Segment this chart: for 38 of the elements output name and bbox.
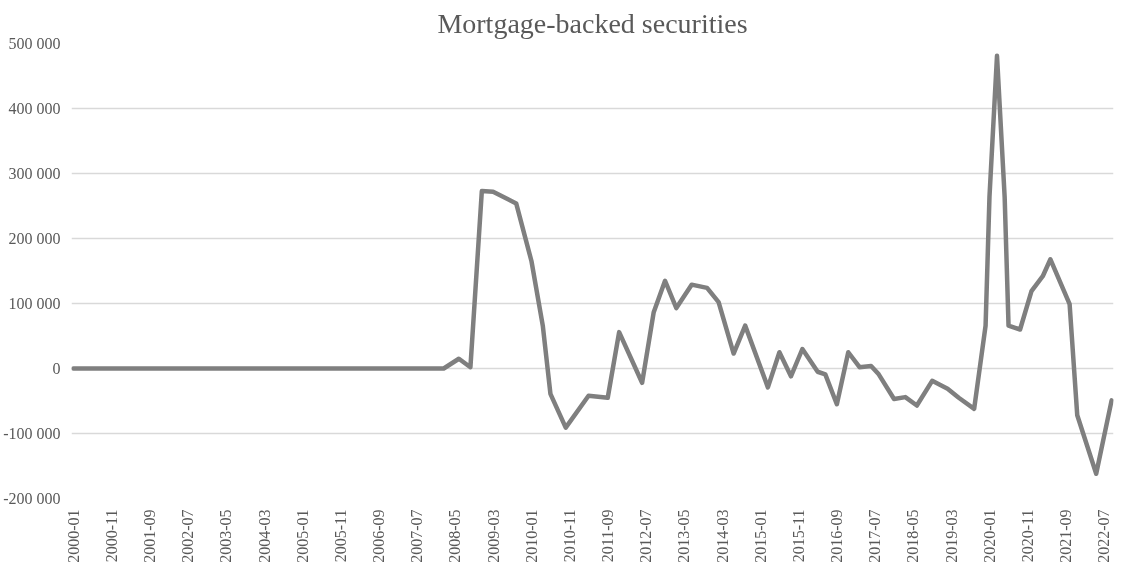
x-tick-label: 2020-01 bbox=[980, 509, 998, 563]
x-tick-label: 2004-03 bbox=[255, 509, 273, 563]
x-tick-label: 2006-09 bbox=[370, 509, 388, 563]
x-tick-label: 2017-07 bbox=[866, 509, 884, 563]
x-tick-label: 2009-03 bbox=[484, 509, 502, 563]
x-tick-label: 2007-07 bbox=[408, 509, 426, 563]
x-tick-label: 2020-11 bbox=[1019, 509, 1037, 563]
x-tick-label: 2011-09 bbox=[599, 509, 617, 563]
y-tick-label: 200 000 bbox=[8, 230, 61, 247]
x-tick-label: 2002-07 bbox=[179, 509, 197, 563]
x-tick-label: 2005-11 bbox=[332, 509, 350, 563]
x-tick-label: 2014-03 bbox=[713, 509, 731, 563]
x-tick-label: 2008-05 bbox=[446, 509, 464, 563]
x-tick-label: 2000-11 bbox=[103, 509, 121, 563]
x-tick-label: 2000-01 bbox=[64, 509, 82, 563]
y-tick-label: 500 000 bbox=[8, 35, 61, 52]
x-tick-label: 2015-11 bbox=[790, 509, 808, 563]
x-tick-label: 2010-11 bbox=[561, 509, 579, 563]
x-tick-label: 2005-01 bbox=[294, 509, 311, 563]
x-tick-label: 2016-09 bbox=[828, 509, 846, 563]
x-tick-label: 2012-07 bbox=[637, 509, 655, 563]
x-tick-label: 2013-05 bbox=[675, 509, 693, 563]
x-tick-label: 2010-01 bbox=[522, 509, 540, 563]
x-tick-label: 2015-01 bbox=[751, 509, 769, 563]
x-tick-label: 2019-03 bbox=[942, 509, 960, 563]
x-tick-label: 2021-09 bbox=[1057, 509, 1075, 563]
y-tick-label: 400 000 bbox=[8, 100, 61, 117]
y-tick-label: -200 000 bbox=[3, 490, 61, 507]
x-tick-label: 2001-09 bbox=[141, 509, 159, 563]
y-tick-label: -100 000 bbox=[3, 425, 61, 442]
y-tick-label: 0 bbox=[52, 360, 61, 377]
x-tick-label: 2022-07 bbox=[1095, 509, 1113, 563]
x-tick-label: 2018-05 bbox=[904, 509, 922, 563]
y-tick-label: 100 000 bbox=[8, 295, 61, 312]
chart-title: Mortgage-backed securities bbox=[437, 7, 748, 39]
y-tick-label: 300 000 bbox=[8, 165, 61, 182]
line-series bbox=[71, 53, 1114, 477]
x-tick-label: 2003-05 bbox=[217, 509, 235, 563]
